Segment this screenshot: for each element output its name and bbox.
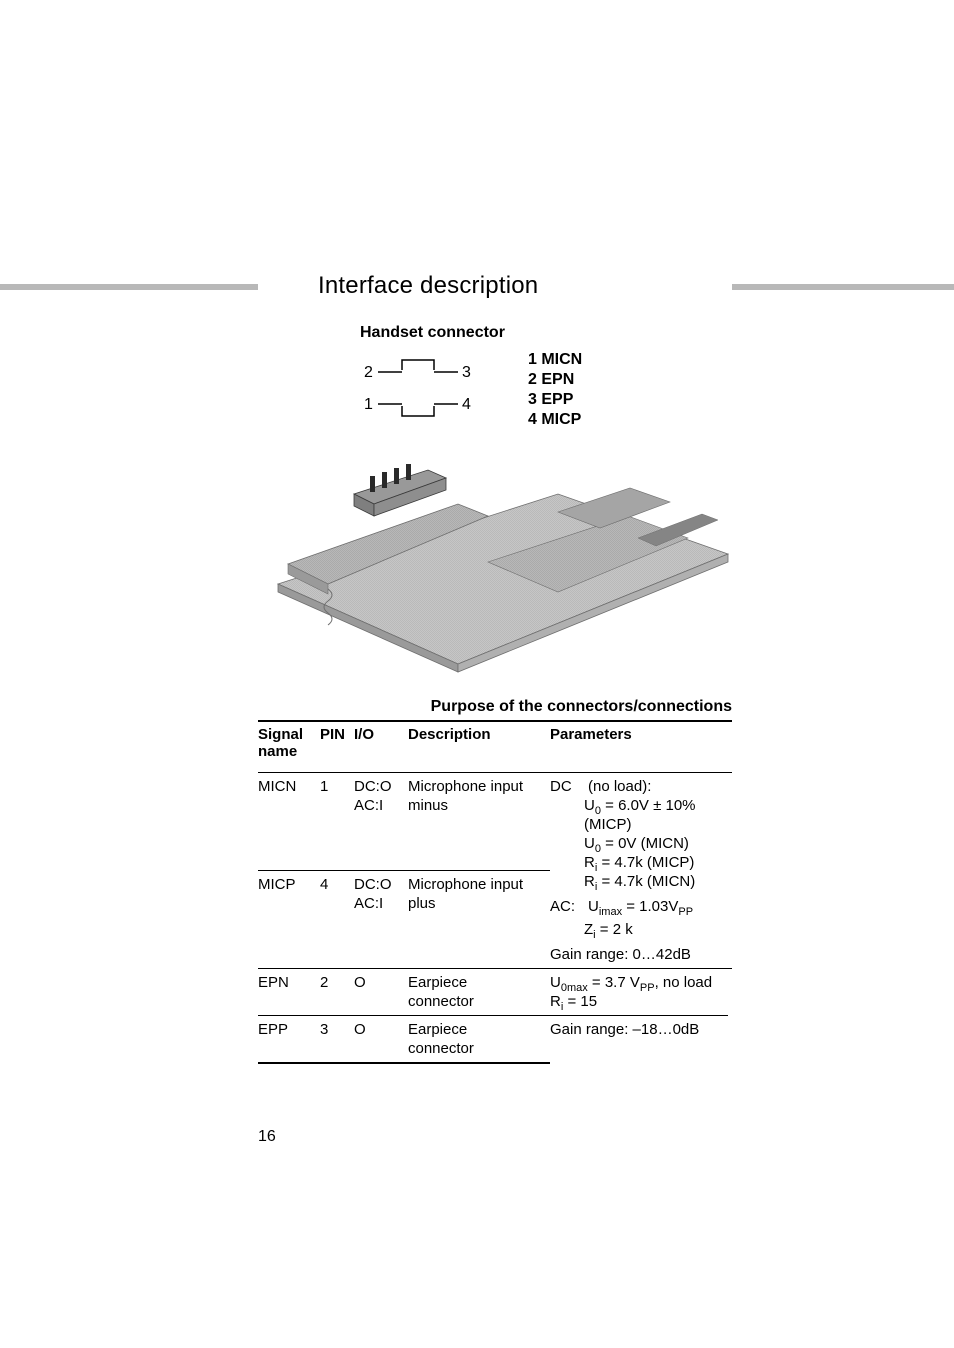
- title-row: Interface description: [258, 272, 732, 300]
- th-desc: Description: [408, 721, 550, 773]
- th-pin: PIN: [320, 721, 354, 773]
- cell-micn-io: DC:O AC:I: [354, 773, 408, 871]
- cell-micn-pin: 1: [320, 773, 354, 871]
- phone-illustration: [258, 434, 732, 674]
- cell-micn-signal: MICN: [258, 773, 320, 871]
- page-number: 16: [258, 1128, 276, 1146]
- pin-label-2: 2: [364, 364, 373, 382]
- cell-micp-signal: MICP: [258, 871, 320, 969]
- cell-micp-pin: 4: [320, 871, 354, 969]
- cell-epn-signal: EPN: [258, 969, 320, 1016]
- cell-epn-io: O: [354, 969, 408, 1016]
- table-row-micn: MICN 1 DC:O AC:I Microphone input minus …: [258, 773, 732, 871]
- phone-svg: [258, 434, 732, 674]
- page-title: Interface description: [258, 272, 732, 300]
- connector-diagram: 2 3 1 4 1 MICN 2 EPN 3 EPP 4 MICP: [258, 350, 732, 680]
- cell-mic-params: DC (no load): U0 = 6.0V ± 10% (MICP) U0 …: [550, 773, 732, 969]
- cell-epp-io: O: [354, 1016, 408, 1064]
- cell-epn-desc: Earpiece connector: [408, 969, 550, 1016]
- pin-diagram: 2 3 1 4: [358, 350, 478, 432]
- connector-table: Signalname PIN I/O Description Parameter…: [258, 720, 732, 1064]
- th-signal: Signalname: [258, 721, 320, 773]
- cell-micn-desc: Microphone input minus: [408, 773, 550, 871]
- pin-label-1: 1: [364, 396, 373, 414]
- pin-legend-1: 1 MICN: [528, 350, 582, 370]
- pin-label-4: 4: [462, 396, 471, 414]
- table-row-epn: EPN 2 O Earpiece connector U0max = 3.7 V…: [258, 969, 732, 1016]
- cell-micp-desc: Microphone input plus: [408, 871, 550, 969]
- table-header-row: Signalname PIN I/O Description Parameter…: [258, 721, 732, 773]
- cell-epp-signal: EPP: [258, 1016, 320, 1064]
- title-bar-right: [732, 284, 954, 290]
- th-io: I/O: [354, 721, 408, 773]
- pin-legend: 1 MICN 2 EPN 3 EPP 4 MICP: [528, 350, 582, 430]
- cell-epp-desc: Earpiece connector: [408, 1016, 550, 1064]
- cell-epp-pin: 3: [320, 1016, 354, 1064]
- pin-legend-2: 2 EPN: [528, 370, 582, 390]
- table-caption: Purpose of the connectors/connections: [258, 698, 732, 716]
- cell-micp-io: DC:O AC:I: [354, 871, 408, 969]
- cell-ep-params: U0max = 3.7 VPP, no load Ri = 15 Gain ra…: [550, 969, 732, 1064]
- title-bar-left: [0, 284, 258, 290]
- section-heading: Handset connector: [258, 324, 732, 342]
- pin-legend-3: 3 EPP: [528, 390, 582, 410]
- th-param: Parameters: [550, 721, 732, 773]
- pin-legend-4: 4 MICP: [528, 410, 582, 430]
- pin-diagram-svg: [358, 350, 478, 432]
- cell-epn-pin: 2: [320, 969, 354, 1016]
- pin-label-3: 3: [462, 364, 471, 382]
